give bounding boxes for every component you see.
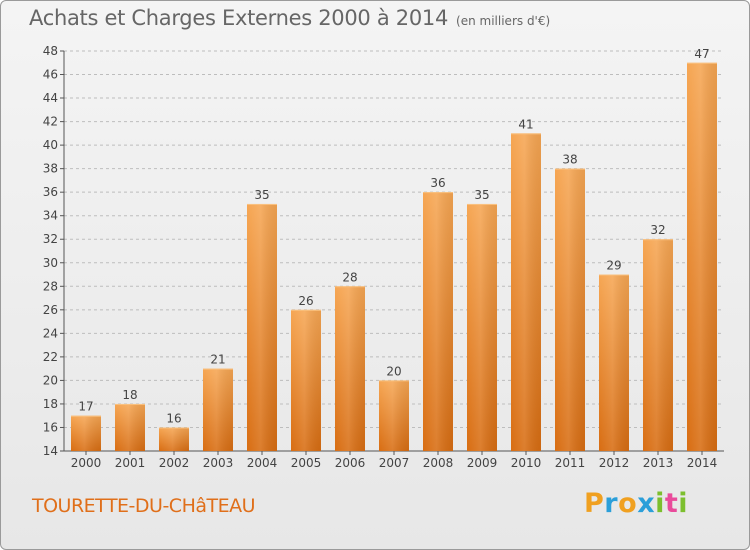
- bar-value-label: 21: [210, 353, 225, 367]
- x-tick-label: 2010: [511, 456, 542, 470]
- y-tick-label: 22: [43, 350, 58, 364]
- x-tick-label: 2014: [687, 456, 718, 470]
- y-tick-label: 18: [43, 397, 58, 411]
- y-tick-label: 24: [43, 326, 58, 340]
- bar-value-label: 38: [562, 153, 577, 167]
- x-tick-label: 2012: [599, 456, 630, 470]
- bar-shade: [511, 133, 541, 451]
- bar-shade: [335, 286, 365, 451]
- y-tick-label: 14: [43, 444, 58, 458]
- x-tick-label: 2004: [247, 456, 278, 470]
- x-tick-label: 2009: [467, 456, 498, 470]
- x-tick-label: 2005: [291, 456, 322, 470]
- y-tick-label: 48: [43, 44, 58, 58]
- y-tick-label: 40: [43, 138, 58, 152]
- bar-value-label: 35: [474, 188, 489, 202]
- bar-value-label: 20: [386, 364, 401, 378]
- bar-shade: [467, 203, 497, 451]
- bar-shade: [599, 274, 629, 451]
- bar-shade: [115, 403, 145, 451]
- commune-name: TOURETTE-DU-CHâTEAU: [32, 495, 256, 517]
- bar-value-label: 29: [606, 259, 621, 273]
- logo-letter: r: [604, 488, 619, 519]
- bar-shade: [291, 309, 321, 451]
- y-tick-label: 42: [43, 115, 58, 129]
- bar-value-label: 47: [694, 47, 709, 61]
- bar-shade: [159, 427, 189, 451]
- y-tick-label: 16: [43, 420, 58, 434]
- x-tick-label: 2003: [203, 456, 234, 470]
- bar-shade: [71, 415, 101, 451]
- y-tick-label: 20: [43, 373, 58, 387]
- logo-letter: o: [618, 488, 638, 519]
- bar-shade: [247, 203, 277, 451]
- chart-subtitle: (en milliers d'€): [456, 14, 551, 28]
- x-tick-label: 2007: [379, 456, 410, 470]
- logo-letter: P: [584, 488, 605, 519]
- bar-shade: [643, 239, 673, 451]
- x-tick-label: 2001: [115, 456, 146, 470]
- x-tick-label: 2013: [643, 456, 674, 470]
- logo-letter: i: [655, 488, 665, 519]
- x-tick-label: 2000: [71, 456, 102, 470]
- bar-shade: [687, 62, 717, 451]
- bar-value-label: 18: [122, 388, 137, 402]
- bar-value-label: 32: [650, 223, 665, 237]
- y-tick-label: 46: [43, 68, 58, 82]
- y-tick-label: 28: [43, 279, 58, 293]
- chart-title: Achats et Charges Externes 2000 à 2014 (e…: [29, 6, 550, 30]
- chart-title-text: Achats et Charges Externes 2000 à 2014: [29, 6, 449, 30]
- x-tick-label: 2002: [159, 456, 190, 470]
- bar-shade: [203, 368, 233, 451]
- bar-shade: [379, 380, 409, 451]
- y-tick-label: 32: [43, 232, 58, 246]
- y-tick-label: 30: [43, 256, 58, 270]
- bar-shade: [423, 192, 453, 452]
- y-tick-label: 34: [43, 209, 58, 223]
- y-tick-label: 36: [43, 185, 58, 199]
- y-tick-label: 38: [43, 162, 58, 176]
- bar-value-label: 36: [430, 176, 445, 190]
- x-tick-label: 2006: [335, 456, 366, 470]
- y-tick-label: 44: [43, 91, 58, 105]
- bar-value-label: 16: [166, 411, 181, 425]
- logo-letter: i: [678, 488, 689, 519]
- bar-value-label: 35: [254, 188, 269, 202]
- proxiti-logo: Proxiti: [584, 488, 688, 519]
- bar-value-label: 41: [518, 117, 533, 131]
- bar-value-label: 28: [342, 270, 357, 284]
- x-tick-label: 2011: [555, 456, 586, 470]
- bar-value-label: 26: [298, 294, 313, 308]
- y-tick-label: 26: [43, 303, 58, 317]
- bar-value-label: 17: [78, 400, 93, 414]
- logo-letter: t: [664, 488, 679, 519]
- bar-shade: [555, 168, 585, 451]
- x-tick-label: 2008: [423, 456, 454, 470]
- logo-letter: x: [637, 488, 656, 519]
